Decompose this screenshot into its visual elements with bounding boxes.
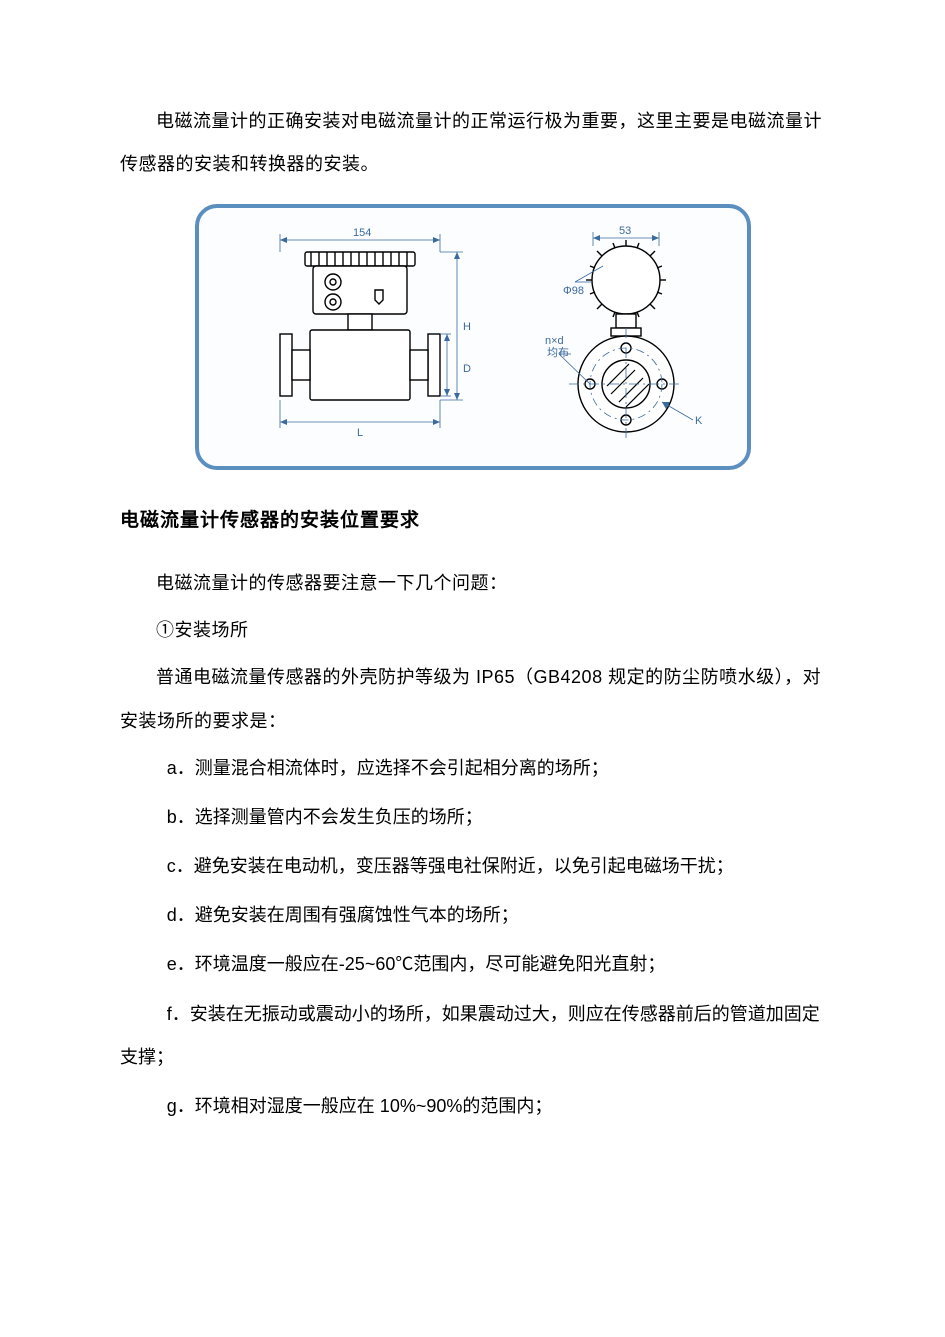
- dim-l-label: L: [357, 427, 363, 439]
- requirement-list: a．测量混合相流体时，应选择不会引起相分离的场所； b．选择测量管内不会发生负压…: [120, 747, 825, 1129]
- diagram-container: 154: [120, 204, 825, 470]
- sub1-paragraph: ①安装场所: [120, 609, 825, 652]
- side-bolt-label-1: n×d: [545, 335, 564, 347]
- intro-paragraph: 电磁流量计的正确安装对电磁流量计的正常运行极为重要，这里主要是电磁流量计传感器的…: [120, 100, 825, 186]
- list-item-f: f．安装在无振动或震动小的场所，如果震动过大，则应在传感器前后的管道加固定支撑；: [120, 993, 825, 1079]
- section-heading: 电磁流量计传感器的安装位置要求: [120, 498, 825, 544]
- list-item-a: a．测量混合相流体时，应选择不会引起相分离的场所；: [120, 747, 825, 790]
- list-item-b: b．选择测量管内不会发生负压的场所；: [120, 796, 825, 839]
- dim-top-label: 154: [353, 227, 371, 239]
- diagram-frame: 154: [195, 204, 751, 470]
- flowmeter-front-view-diagram: 154: [225, 222, 495, 452]
- list-item-d: d．避免安装在周围有强腐蚀性气本的场所；: [120, 894, 825, 937]
- side-dim-top-label: 53: [619, 225, 631, 237]
- ip65-paragraph: 普通电磁流量传感器的外壳防护等级为 IP65（GB4208 规定的防尘防喷水级）…: [120, 656, 825, 742]
- side-phi-label: Φ98: [563, 285, 584, 297]
- dim-d-label: D: [463, 363, 471, 375]
- side-bolt-label-2: 均布: [547, 346, 569, 359]
- flowmeter-side-view-diagram: 53: [531, 222, 721, 452]
- list-item-e: e．环境温度一般应在-25~60℃范围内，尽可能避免阳光直射；: [120, 943, 825, 986]
- attention-paragraph: 电磁流量计的传感器要注意一下几个问题：: [120, 562, 825, 605]
- list-item-c: c．避免安装在电动机，变压器等强电社保附近，以免引起电磁场干扰；: [120, 845, 825, 888]
- side-k-label: K: [695, 415, 703, 427]
- document-page: 电磁流量计的正确安装对电磁流量计的正常运行极为重要，这里主要是电磁流量计传感器的…: [0, 0, 945, 1194]
- dim-h-label: H: [463, 321, 471, 333]
- list-item-g: g．环境相对湿度一般应在 10%~90%的范围内；: [120, 1085, 825, 1128]
